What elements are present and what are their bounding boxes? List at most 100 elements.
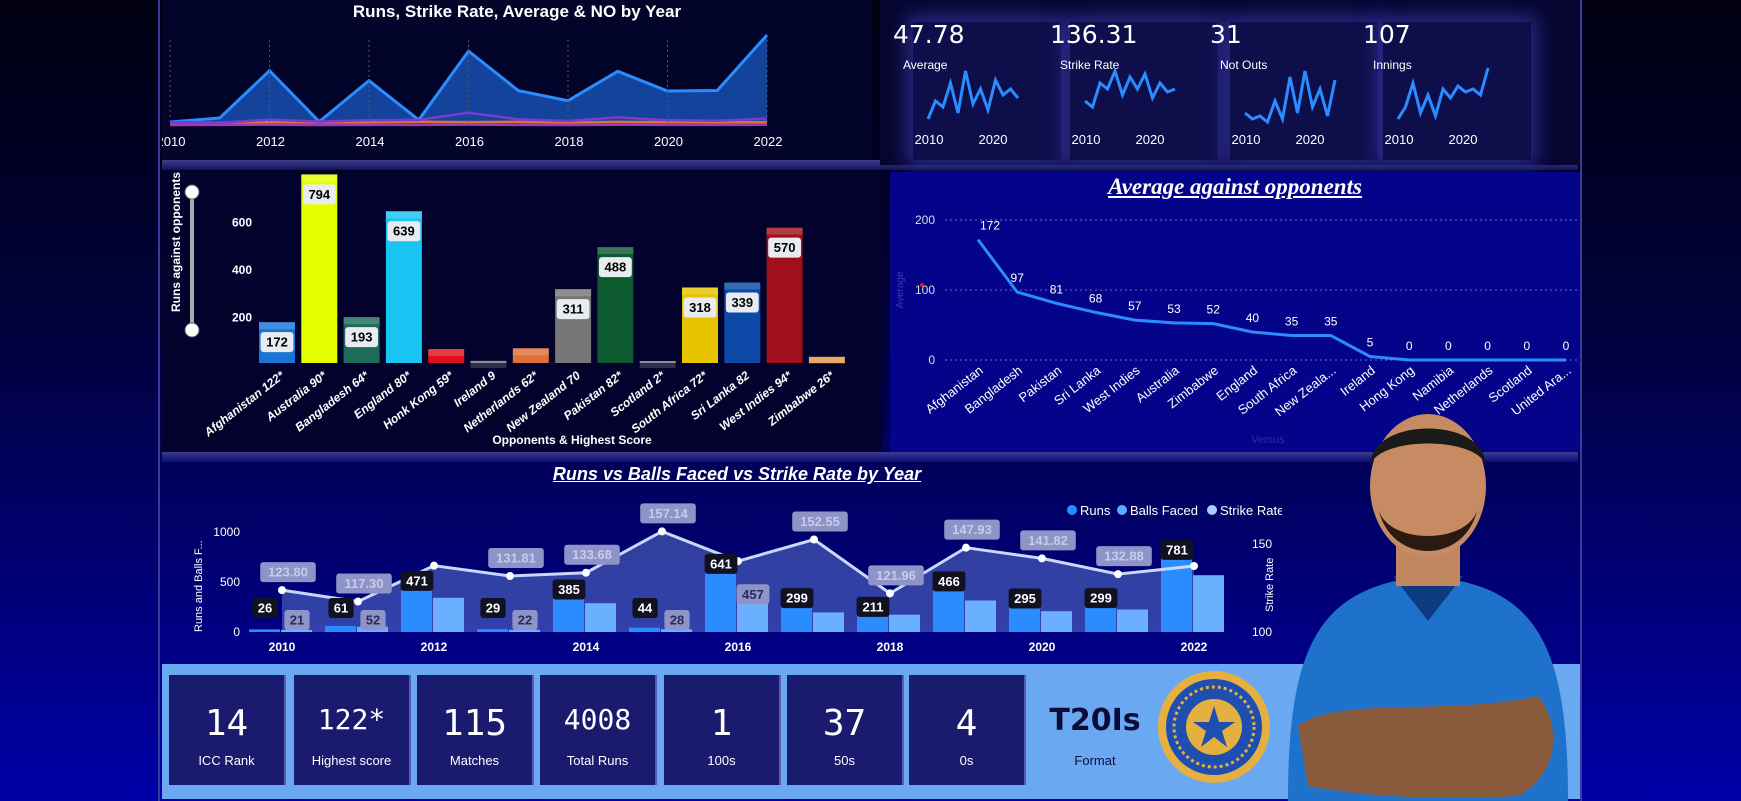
x-axis-label: Opponents & Highest Score (492, 433, 652, 447)
opponent-xtick: Bangladesh 64* (292, 368, 372, 435)
opponent-bar-label: 794 (308, 187, 330, 202)
sr-point (962, 543, 970, 552)
sr-label-box (944, 519, 1000, 540)
opponent-bar (512, 348, 549, 363)
stat-value: 4 (955, 703, 978, 744)
runs-label-box (328, 598, 354, 618)
stat-label: Matches (449, 753, 500, 768)
format-value: T20Is (1049, 703, 1141, 738)
sr-label-box (336, 573, 392, 594)
kpi-sparkline: 2010 2020 (915, 70, 1020, 147)
opponent-xtick: Honk Kong 59* (380, 368, 457, 432)
combo-ytick: 0 (233, 625, 240, 639)
area-xtick: 2016 (455, 134, 484, 149)
balls-label: 52 (366, 613, 380, 628)
runs-label: 211 (863, 599, 884, 614)
avg-point-label: 0 (1563, 339, 1570, 353)
opponent-bar (808, 356, 845, 363)
opponent-bar-cap (555, 289, 592, 297)
runs-bar (401, 584, 432, 632)
runs-balls-sr-title: Runs vs Balls Faced vs Strike Rate by Ye… (552, 464, 922, 484)
kpi-value: 47.78 (893, 20, 965, 49)
stat-card: 14 ICC Rank (169, 675, 286, 785)
avg-xlabel: Versus (1251, 434, 1285, 446)
runs-balls-sr-chart: 0 500 1000 100 150 Runs and Balls F... Strike … (193, 503, 1282, 654)
sr-label-box (260, 562, 316, 583)
runs-label: 295 (1014, 591, 1036, 606)
stat-label: Total Runs (566, 753, 629, 768)
runs-label-box (1008, 588, 1042, 609)
balls-label: 28 (670, 613, 684, 628)
balls-label: 457 (742, 587, 764, 602)
sr-point (810, 535, 818, 544)
balls-label-box (512, 610, 538, 630)
player-photo (1288, 414, 1568, 801)
kpi-label: Not Outs (1220, 58, 1268, 72)
combo-y2label: Strike Rate (1264, 558, 1276, 612)
kpi-trend-line (926, 70, 1020, 120)
opponent-bar-cap (597, 247, 634, 255)
sr-point (1038, 554, 1046, 563)
avg-point-label: 5 (1367, 336, 1374, 350)
combo-legend-label: Runs (1080, 503, 1111, 518)
sr-label-box (868, 565, 924, 586)
opponent-bar-label: 193 (351, 330, 373, 345)
kpi-trend-line (1244, 70, 1337, 125)
sr-label-box (792, 511, 848, 532)
runs-label: 29 (486, 601, 500, 616)
avg-point-label: 0 (1445, 339, 1452, 353)
opponent-bar-cap (512, 348, 549, 356)
kpi-value: 107 (1363, 20, 1411, 49)
sr-label: 132.88 (1104, 549, 1144, 564)
combo-legend-label: Balls Faced (1130, 503, 1198, 518)
runs-label-box (552, 579, 586, 600)
runs-label: 61 (334, 601, 348, 616)
sr-label-box (1020, 530, 1076, 551)
combo-y2tick: 150 (1252, 537, 1272, 551)
sr-label: 131.81 (496, 551, 536, 566)
avg-point-label: 53 (1167, 302, 1181, 316)
kpi-value: 31 (1210, 20, 1242, 49)
balls-bar (813, 612, 844, 632)
stat-label: ICC Rank (198, 753, 255, 768)
kpi-xtick: 2020 (1296, 132, 1325, 147)
kpi-label: Average (903, 58, 948, 72)
combo-xtick: 2020 (1029, 640, 1056, 654)
runs-label: 299 (1090, 591, 1112, 606)
runs-bar (249, 629, 280, 632)
kpi-value: 136.31 (1050, 20, 1138, 49)
runs-bar (325, 625, 356, 632)
y-tick: 400 (232, 263, 252, 277)
area-xtick: 2018 (555, 134, 584, 149)
opponent-bar-cap (639, 361, 676, 368)
kpi-sparkline: 2010 2020 (1072, 66, 1176, 147)
opponent-runs-panel: Runs against opponents 200 400 600 172 Afghan… (162, 172, 882, 452)
avg-point-label: 68 (1089, 291, 1103, 305)
stat-label: Highest score (311, 753, 392, 768)
kpi-tile (1230, 22, 1378, 160)
avg-ytick: 100 (915, 283, 935, 297)
combo-xtick: 2010 (269, 640, 296, 654)
sr-label-box (1096, 546, 1152, 567)
opponent-bar-label: 639 (393, 224, 415, 239)
opponent-bar-label: 318 (689, 300, 711, 315)
sr-point (1114, 570, 1122, 579)
stat-label: 50s (834, 753, 855, 768)
area-xtick: 2020 (654, 134, 683, 149)
combo-xtick: 2014 (573, 640, 600, 654)
stat-card: 122* Highest score (294, 675, 411, 785)
opponent-bar-label: 311 (563, 302, 584, 317)
opponent-bar-label-box (387, 221, 421, 242)
balls-label-box (284, 610, 310, 630)
area-xtick: 2010 (162, 134, 185, 149)
combo-ylabel: Runs and Balls F... (193, 540, 205, 632)
avg-point-label: 172 (980, 219, 1000, 233)
balls-bar (661, 629, 692, 632)
avg-point-label: 35 (1285, 315, 1299, 329)
kpi-tile (1070, 22, 1218, 160)
opponent-bar-label-box (768, 237, 801, 258)
area-xtick: 2014 (356, 134, 385, 149)
sr-label: 147.93 (952, 522, 992, 537)
stat-label: 100s (707, 753, 736, 768)
kpi-xtick: 2020 (1136, 132, 1165, 147)
